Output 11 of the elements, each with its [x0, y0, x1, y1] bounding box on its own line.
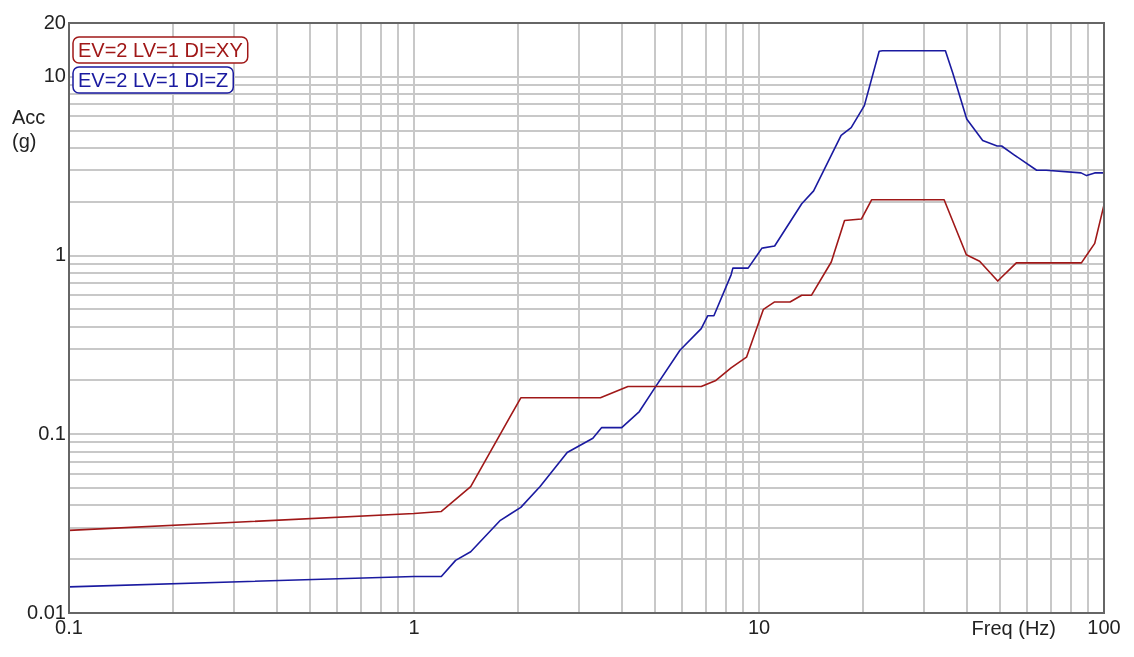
x-tick-label: 1 — [408, 615, 420, 638]
y-tick-label: 10 — [43, 64, 66, 87]
x-axis-title: Freq (Hz) — [971, 616, 1056, 639]
y-tick-label: 1 — [54, 243, 66, 266]
text: EV=2 LV=1 DI=XY — [78, 38, 243, 61]
y-tick-label: 0.1 — [38, 421, 66, 444]
x-tick-label: 10 — [747, 615, 771, 638]
y-tick-label: 20 — [43, 10, 66, 33]
x-tick-label: 100 — [1087, 615, 1121, 638]
text: EV=2 LV=1 DI=Z — [78, 68, 229, 91]
y-axis-title: Acc (g) — [12, 105, 46, 152]
